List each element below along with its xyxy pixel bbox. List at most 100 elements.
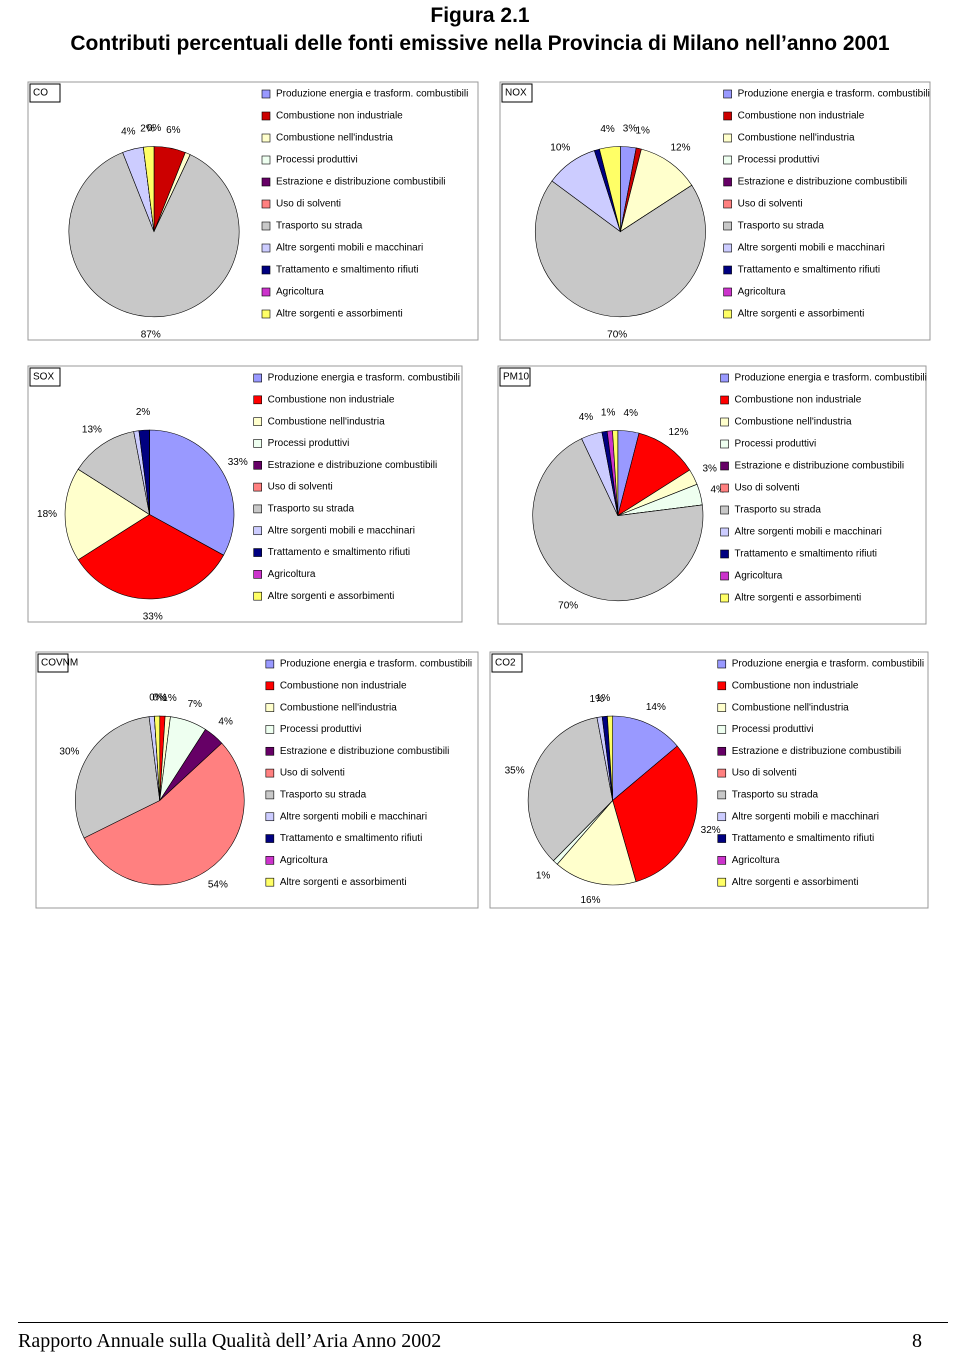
data-label: 0% (153, 693, 168, 704)
legend-label: Produzione energia e trasform. combustib… (280, 659, 472, 670)
pie-slice (527, 717, 613, 862)
pie-slice (534, 180, 706, 318)
legend-label: Altre sorgenti e assorbimenti (732, 877, 859, 888)
legend-label: Uso di solventi (732, 768, 797, 779)
legend-label: Estrazione e distribuzione combustibili (276, 177, 446, 188)
title-box (499, 367, 531, 387)
pie-slice (612, 715, 678, 802)
legend-label: Combustione nell'industria (280, 702, 397, 713)
chart-title: CO (33, 88, 48, 99)
legend-label: Combustione non industriale (280, 680, 407, 691)
legend-label: Combustione nell'industria (268, 416, 385, 427)
pie-slice (599, 146, 621, 232)
legend-label: Estrazione e distribuzione combustibili (280, 746, 450, 757)
legend-label: Trattamento e smaltimento rifiuti (732, 833, 874, 844)
pie-slice (77, 514, 224, 600)
data-label: 70% (607, 329, 627, 340)
legend-swatch (717, 812, 727, 822)
legend-label: Trasporto su strada (738, 221, 825, 232)
pie-slice (612, 745, 698, 883)
legend-swatch (261, 177, 271, 187)
data-label: 0% (149, 693, 164, 704)
legend-swatch (253, 373, 262, 383)
legend-swatch (717, 834, 727, 843)
pie-slice (64, 468, 151, 561)
data-label: 1% (162, 693, 177, 704)
footer-rule (18, 1322, 948, 1323)
legend-label: Altre sorgenti e assorbimenti (276, 309, 403, 320)
data-label: 18% (37, 509, 57, 520)
legend-swatch (253, 548, 262, 557)
data-label: 0% (147, 123, 162, 134)
data-label: 12% (668, 427, 688, 438)
legend-swatch (265, 856, 275, 865)
legend-swatch (253, 460, 262, 470)
legend-swatch (253, 526, 262, 536)
page-number: 8 (912, 1330, 922, 1352)
legend-label: Altre sorgenti e assorbimenti (280, 877, 407, 888)
legend-swatch (253, 570, 262, 579)
legend-swatch (723, 265, 732, 275)
legend-label: Uso di solventi (276, 199, 341, 210)
figure-title: Contributi percentuali delle fonti emiss… (70, 32, 890, 55)
chart-frame (499, 81, 931, 341)
data-label: 2% (140, 123, 155, 134)
pie-slice (75, 716, 161, 839)
legend-label: Agricoltura (735, 571, 783, 582)
chart-frame (497, 365, 927, 625)
legend-swatch (265, 834, 275, 843)
legend-swatch (720, 593, 729, 603)
legend-swatch (265, 659, 275, 669)
data-label: 32% (701, 825, 721, 836)
data-label: 1% (596, 693, 611, 704)
legend-swatch (717, 856, 727, 865)
data-label: 4% (600, 124, 615, 135)
data-label: 4% (121, 126, 136, 137)
figure-number: Figura 2.1 (430, 4, 530, 27)
legend-swatch (720, 527, 729, 537)
chart-title: PM10 (503, 372, 530, 383)
legend-label: Trattamento e smaltimento rifiuti (735, 549, 877, 560)
data-label: 33% (228, 457, 248, 468)
legend-swatch (717, 768, 727, 778)
legend-swatch (720, 417, 729, 427)
pie-slice (617, 432, 691, 517)
data-label: 3% (703, 463, 718, 474)
pie-slice (619, 148, 693, 233)
title-box (501, 83, 533, 103)
legend-label: Altre sorgenti mobili e macchinari (732, 811, 879, 822)
data-label: 1% (536, 870, 551, 881)
title-box (491, 653, 523, 673)
pie-slice (149, 429, 235, 556)
legend-label: Uso di solventi (735, 483, 800, 494)
data-label: 2% (136, 407, 151, 418)
title-box (29, 367, 61, 387)
legend-label: Trattamento e smaltimento rifiuti (276, 265, 418, 276)
legend-label: Trattamento e smaltimento rifiuti (280, 833, 422, 844)
legend-label: Trasporto su strada (735, 505, 822, 516)
legend-label: Combustione nell'industria (732, 702, 849, 713)
legend-swatch (717, 725, 727, 734)
chart-frame (35, 651, 479, 909)
legend-label: Altre sorgenti e assorbimenti (735, 593, 862, 604)
legend-swatch (720, 373, 729, 383)
legend-swatch (253, 417, 262, 426)
legend-label: Uso di solventi (280, 768, 345, 779)
legend-swatch (261, 111, 271, 121)
legend-label: Estrazione e distribuzione combustibili (735, 461, 905, 472)
pie-slice (83, 742, 245, 886)
charts: CO 0% 6% 87% 4% 2% Produzione energia e trasfo… (27, 81, 931, 909)
legend-label: Produzione energia e trasform. combustib… (268, 373, 460, 384)
legend-label: Produzione energia e trasform. combustib… (732, 659, 924, 670)
pie-slice (154, 715, 161, 801)
chart-title: CO2 (495, 658, 516, 669)
legend-swatch (723, 287, 732, 297)
data-label: 7% (188, 699, 203, 710)
legend-label: Trasporto su strada (276, 221, 363, 232)
data-label: 87% (141, 329, 161, 340)
legend-swatch (717, 659, 727, 669)
legend-swatch (261, 287, 271, 297)
legend-swatch (265, 703, 275, 712)
data-label: 3% (623, 124, 638, 135)
